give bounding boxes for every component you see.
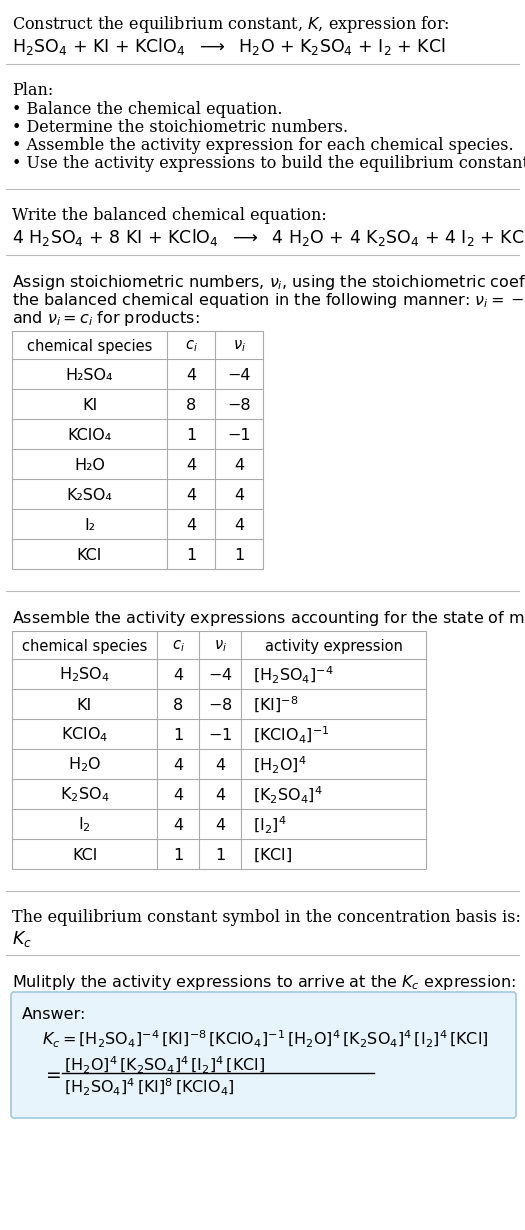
Text: $[\mathrm{I_2}]^{4}$: $[\mathrm{I_2}]^{4}$ [253,814,287,835]
Text: $[\mathrm{H_2O}]^{4}$: $[\mathrm{H_2O}]^{4}$ [253,754,307,776]
Text: KCl: KCl [72,847,97,862]
Text: activity expression: activity expression [265,638,403,653]
Text: 4: 4 [186,487,196,503]
Text: Plan:: Plan: [12,82,53,98]
Text: 4: 4 [186,368,196,383]
Text: KI: KI [82,397,97,412]
Text: K₂SO₄: K₂SO₄ [67,487,112,503]
Text: 4: 4 [173,668,183,683]
Text: 4: 4 [173,787,183,802]
Text: • Use the activity expressions to build the equilibrium constant expression.: • Use the activity expressions to build … [12,155,525,172]
Text: $c_i$: $c_i$ [185,338,197,354]
Text: and $\nu_i = c_i$ for products:: and $\nu_i = c_i$ for products: [12,309,199,328]
Text: $\mathrm{K_2SO_4}$: $\mathrm{K_2SO_4}$ [60,786,109,804]
Text: $[\mathrm{H_2O}]^4\,[\mathrm{K_2SO_4}]^4\,[\mathrm{I_2}]^4\,[\mathrm{KCl}]$: $[\mathrm{H_2O}]^4\,[\mathrm{K_2SO_4}]^4… [64,1055,265,1076]
Text: $\nu_i$: $\nu_i$ [214,638,226,654]
Text: $[\mathrm{K_2SO_4}]^{4}$: $[\mathrm{K_2SO_4}]^{4}$ [253,785,323,806]
Text: $-1$: $-1$ [208,727,232,743]
Text: Answer:: Answer: [22,1007,87,1022]
Text: $[\mathrm{KClO_4}]^{-1}$: $[\mathrm{KClO_4}]^{-1}$ [253,724,329,745]
Text: −1: −1 [227,428,251,443]
Text: $-8$: $-8$ [208,697,232,713]
Text: • Assemble the activity expression for each chemical species.: • Assemble the activity expression for e… [12,137,513,154]
Text: $c_i$: $c_i$ [172,638,184,654]
Text: 4: 4 [234,458,244,472]
Text: H₂SO₄: H₂SO₄ [66,368,113,383]
Text: $\mathrm{H_2O}$: $\mathrm{H_2O}$ [68,755,101,775]
Text: Construct the equilibrium constant, $K$, expression for:: Construct the equilibrium constant, $K$,… [12,14,449,34]
Text: 8: 8 [186,397,196,412]
Text: 4: 4 [173,818,183,833]
Bar [12,331,263,569]
Text: H₂O: H₂O [74,458,105,472]
Text: 4: 4 [186,458,196,472]
Bar [12,631,426,870]
Text: • Determine the stoichiometric numbers.: • Determine the stoichiometric numbers. [12,119,348,137]
Text: −8: −8 [227,397,251,412]
FancyBboxPatch shape [11,993,516,1118]
Text: 1: 1 [234,547,244,562]
Text: 4: 4 [173,758,183,772]
Text: $[\mathrm{H_2SO_4}]^{-4}$: $[\mathrm{H_2SO_4}]^{-4}$ [253,664,334,685]
Text: 1: 1 [186,428,196,443]
Text: Assemble the activity expressions accounting for the state of matter and $\nu_i$: Assemble the activity expressions accoun… [12,609,525,629]
Text: $\nu_i$: $\nu_i$ [233,338,246,354]
Text: chemical species: chemical species [22,638,147,653]
Text: 1: 1 [215,847,225,862]
Text: KI: KI [77,697,92,712]
Text: 4: 4 [234,487,244,503]
Text: $\mathrm{H_2SO_4}$: $\mathrm{H_2SO_4}$ [59,665,110,684]
Text: 4 $\mathrm{H_2SO_4}$ + 8 KI + $\mathrm{KClO_4}$  $\longrightarrow$  4 $\mathrm{H: 4 $\mathrm{H_2SO_4}$ + 8 KI + $\mathrm{K… [12,228,525,248]
Text: chemical species: chemical species [27,338,152,353]
Text: $K_c = [\mathrm{H_2SO_4}]^{-4}\,[\mathrm{KI}]^{-8}\,[\mathrm{KClO_4}]^{-1}\,[\ma: $K_c = [\mathrm{H_2SO_4}]^{-4}\,[\mathrm… [42,1030,488,1050]
Text: $[\mathrm{KCl}]$: $[\mathrm{KCl}]$ [253,846,292,863]
Text: $=$: $=$ [42,1064,61,1082]
Text: 1: 1 [186,547,196,562]
Text: Assign stoichiometric numbers, $\nu_i$, using the stoichiometric coefficients, $: Assign stoichiometric numbers, $\nu_i$, … [12,273,525,292]
Text: Mulitply the activity expressions to arrive at the $K_c$ expression:: Mulitply the activity expressions to arr… [12,973,516,993]
Text: I₂: I₂ [84,518,95,533]
Text: −4: −4 [227,368,251,383]
Text: • Balance the chemical equation.: • Balance the chemical equation. [12,101,282,118]
Text: The equilibrium constant symbol in the concentration basis is:: The equilibrium constant symbol in the c… [12,909,521,926]
Text: KCl: KCl [77,547,102,562]
Text: $K_c$: $K_c$ [12,929,32,950]
Text: $\mathrm{I_2}$: $\mathrm{I_2}$ [78,815,91,834]
Text: 1: 1 [173,727,183,743]
Text: $\mathrm{H_2SO_4}$ + KI + $\mathrm{KClO_4}$  $\longrightarrow$  $\mathrm{H_2O}$ : $\mathrm{H_2SO_4}$ + KI + $\mathrm{KClO_… [12,36,446,57]
Text: $-4$: $-4$ [208,667,232,683]
Text: 4: 4 [215,758,225,772]
Text: $[\mathrm{H_2SO_4}]^4\,[\mathrm{KI}]^8\,[\mathrm{KClO_4}]$: $[\mathrm{H_2SO_4}]^4\,[\mathrm{KI}]^8\,… [64,1077,235,1098]
Text: the balanced chemical equation in the following manner: $\nu_i = -c_i$ for react: the balanced chemical equation in the fo… [12,292,525,310]
Text: 4: 4 [215,787,225,802]
Text: KClO₄: KClO₄ [67,428,112,443]
Text: 8: 8 [173,697,183,712]
Text: $[\mathrm{KI}]^{-8}$: $[\mathrm{KI}]^{-8}$ [253,695,299,715]
Text: 1: 1 [173,847,183,862]
Text: 4: 4 [186,518,196,533]
Text: 4: 4 [215,818,225,833]
Text: 4: 4 [234,518,244,533]
Text: $\mathrm{KClO_4}$: $\mathrm{KClO_4}$ [61,726,108,744]
Text: Write the balanced chemical equation:: Write the balanced chemical equation: [12,207,327,224]
